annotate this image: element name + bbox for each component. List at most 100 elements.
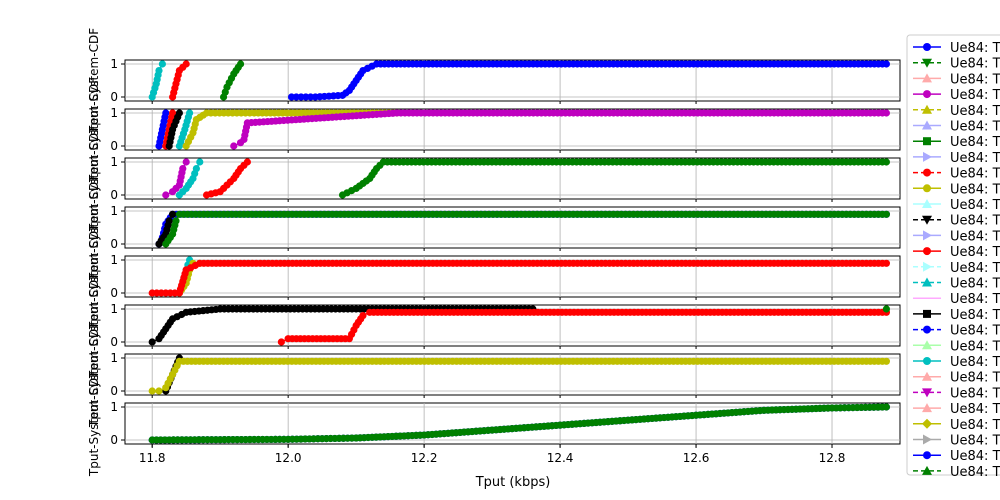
legend-label: Ue84: T (950, 41, 1000, 56)
legend-entry: Ue84: T (913, 135, 1000, 150)
data-point (155, 67, 163, 75)
y-axis-label: Tput-System-CDF (87, 175, 101, 281)
legend-marker (922, 371, 932, 381)
data-point (882, 60, 891, 68)
series-2 (148, 403, 891, 444)
legend-marker (923, 434, 932, 445)
y-tick-label: 0 (110, 335, 118, 349)
legend-entry: Ue84: T (913, 198, 1000, 213)
legend-label: Ue84: T (950, 57, 1000, 72)
y-tick-label: 1 (110, 106, 118, 120)
y-axis-label: Tput-System-CDF (87, 224, 101, 330)
subplot-8: 0 1 Tput-System-CDF (87, 371, 901, 477)
y-tick-label: 1 (110, 57, 118, 71)
legend-label: Ue84: T (950, 292, 1000, 307)
series-3 (148, 259, 891, 297)
legend-label: Ue84: T (950, 339, 1000, 354)
legend-entry: Ue84: T (913, 88, 1000, 103)
y-tick-label: 0 (110, 384, 118, 398)
legend-label: Ue84: T (950, 104, 1000, 119)
legend-marker (922, 215, 932, 225)
data-point (882, 158, 891, 166)
legend-entry: Ue84: T (913, 386, 1000, 401)
legend-entry: Ue84: T (913, 120, 1000, 135)
legend-marker (923, 151, 932, 162)
legend-entry: Ue84: T (913, 324, 1000, 339)
data-point (882, 210, 891, 218)
legend-marker (923, 168, 931, 177)
legend-entry: Ue84: T (913, 339, 1000, 354)
legend-label: Ue84: T (950, 182, 1000, 197)
legend-entry: Ue84: T (913, 167, 1000, 182)
legend-marker (923, 451, 931, 460)
legend-marker (922, 277, 932, 287)
y-tick-label: 1 (110, 155, 118, 169)
legend-label: Ue84: T (950, 88, 1000, 103)
data-point (236, 60, 245, 68)
legend-label: Ue84: T (950, 198, 1000, 213)
data-point (243, 158, 251, 166)
legend-marker (923, 184, 931, 193)
legend-marker (923, 357, 931, 365)
x-tick-label: 12.6 (683, 451, 710, 465)
legend-marker (922, 120, 932, 130)
legend-marker (922, 465, 932, 475)
data-point (882, 259, 891, 267)
legend-entry: Ue84: T (913, 465, 1000, 480)
data-point (162, 109, 170, 117)
series-1 (162, 158, 190, 199)
data-point (179, 165, 187, 173)
data-point (168, 210, 177, 218)
legend-label: Ue84: T (950, 386, 1000, 401)
data-point (882, 357, 891, 365)
legend-entry: Ue84: T (913, 104, 1000, 119)
data-point (172, 217, 180, 225)
subplot-7: 0 1 Tput-System-CDF (87, 322, 901, 428)
series-1 (155, 109, 170, 150)
legend-label: Ue84: T (950, 72, 1000, 87)
x-tick-label: 12.4 (547, 451, 574, 465)
data-point (155, 387, 163, 395)
data-point (359, 312, 367, 320)
legend-label: Ue84: T (950, 214, 1000, 229)
series-3 (162, 210, 891, 248)
legend-entry: Ue84: T (913, 434, 1000, 449)
data-point (196, 158, 204, 166)
legend-marker (923, 261, 932, 272)
legend-marker (922, 58, 932, 68)
subplot-4: 0 1 Tput-System-CDF (87, 175, 901, 281)
subplot-3: 0 1 Tput-System-CDF (87, 126, 901, 232)
x-tick-label: 12.2 (411, 451, 438, 465)
x-axis-label: Tput (kbps) (475, 475, 551, 490)
legend-label: Ue84: T (950, 465, 1000, 480)
y-axis-label: Tput-System-CDF (87, 77, 101, 183)
y-tick-label: 0 (110, 188, 118, 202)
legend-entry: Ue84: T (913, 292, 1000, 307)
series-2 (175, 158, 204, 199)
legend-marker (922, 403, 932, 413)
data-point (158, 60, 166, 68)
legend-marker (922, 199, 932, 208)
legend-entry: Ue84: T (913, 57, 1000, 72)
legend-label: Ue84: T (950, 261, 1000, 276)
series-2 (148, 357, 891, 395)
legend-entry: Ue84: T (913, 229, 1000, 244)
data-point (882, 305, 891, 313)
legend-label: Ue84: T (950, 277, 1000, 292)
series-4 (175, 109, 194, 150)
data-point (182, 158, 190, 166)
legend-entry: Ue84: T (913, 245, 1000, 260)
legend-label: Ue84: T (950, 434, 1000, 449)
legend-marker (923, 230, 932, 241)
y-tick-label: 1 (110, 400, 118, 414)
data-point (192, 165, 200, 173)
legend-label: Ue84: T (950, 371, 1000, 386)
legend-entry: Ue84: T (913, 449, 1000, 464)
legend-label: Ue84: T (950, 418, 1000, 433)
y-tick-label: 0 (110, 286, 118, 300)
legend-label: Ue84: T (950, 151, 1000, 166)
legend-marker (923, 247, 931, 256)
legend-label: Ue84: T (950, 355, 1000, 370)
legend-label: Ue84: T (950, 135, 1000, 150)
